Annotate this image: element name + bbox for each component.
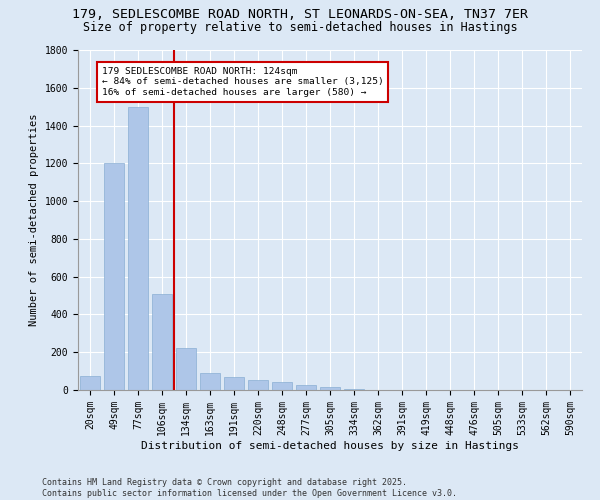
Text: 179 SEDLESCOMBE ROAD NORTH: 124sqm
← 84% of semi-detached houses are smaller (3,: 179 SEDLESCOMBE ROAD NORTH: 124sqm ← 84%… [102, 67, 384, 97]
Bar [176, 348, 196, 390]
Bar [128, 106, 148, 390]
Bar [344, 389, 364, 390]
Bar [320, 387, 340, 390]
Bar [248, 380, 268, 390]
Bar [152, 294, 172, 390]
Text: Size of property relative to semi-detached houses in Hastings: Size of property relative to semi-detach… [83, 21, 517, 34]
Bar [224, 377, 244, 390]
Bar [296, 386, 316, 390]
Bar [80, 376, 100, 390]
Text: 179, SEDLESCOMBE ROAD NORTH, ST LEONARDS-ON-SEA, TN37 7ER: 179, SEDLESCOMBE ROAD NORTH, ST LEONARDS… [72, 8, 528, 20]
X-axis label: Distribution of semi-detached houses by size in Hastings: Distribution of semi-detached houses by … [141, 440, 519, 450]
Y-axis label: Number of semi-detached properties: Number of semi-detached properties [29, 114, 39, 326]
Bar [272, 382, 292, 390]
Bar [200, 373, 220, 390]
Bar [104, 164, 124, 390]
Text: Contains HM Land Registry data © Crown copyright and database right 2025.
Contai: Contains HM Land Registry data © Crown c… [42, 478, 457, 498]
